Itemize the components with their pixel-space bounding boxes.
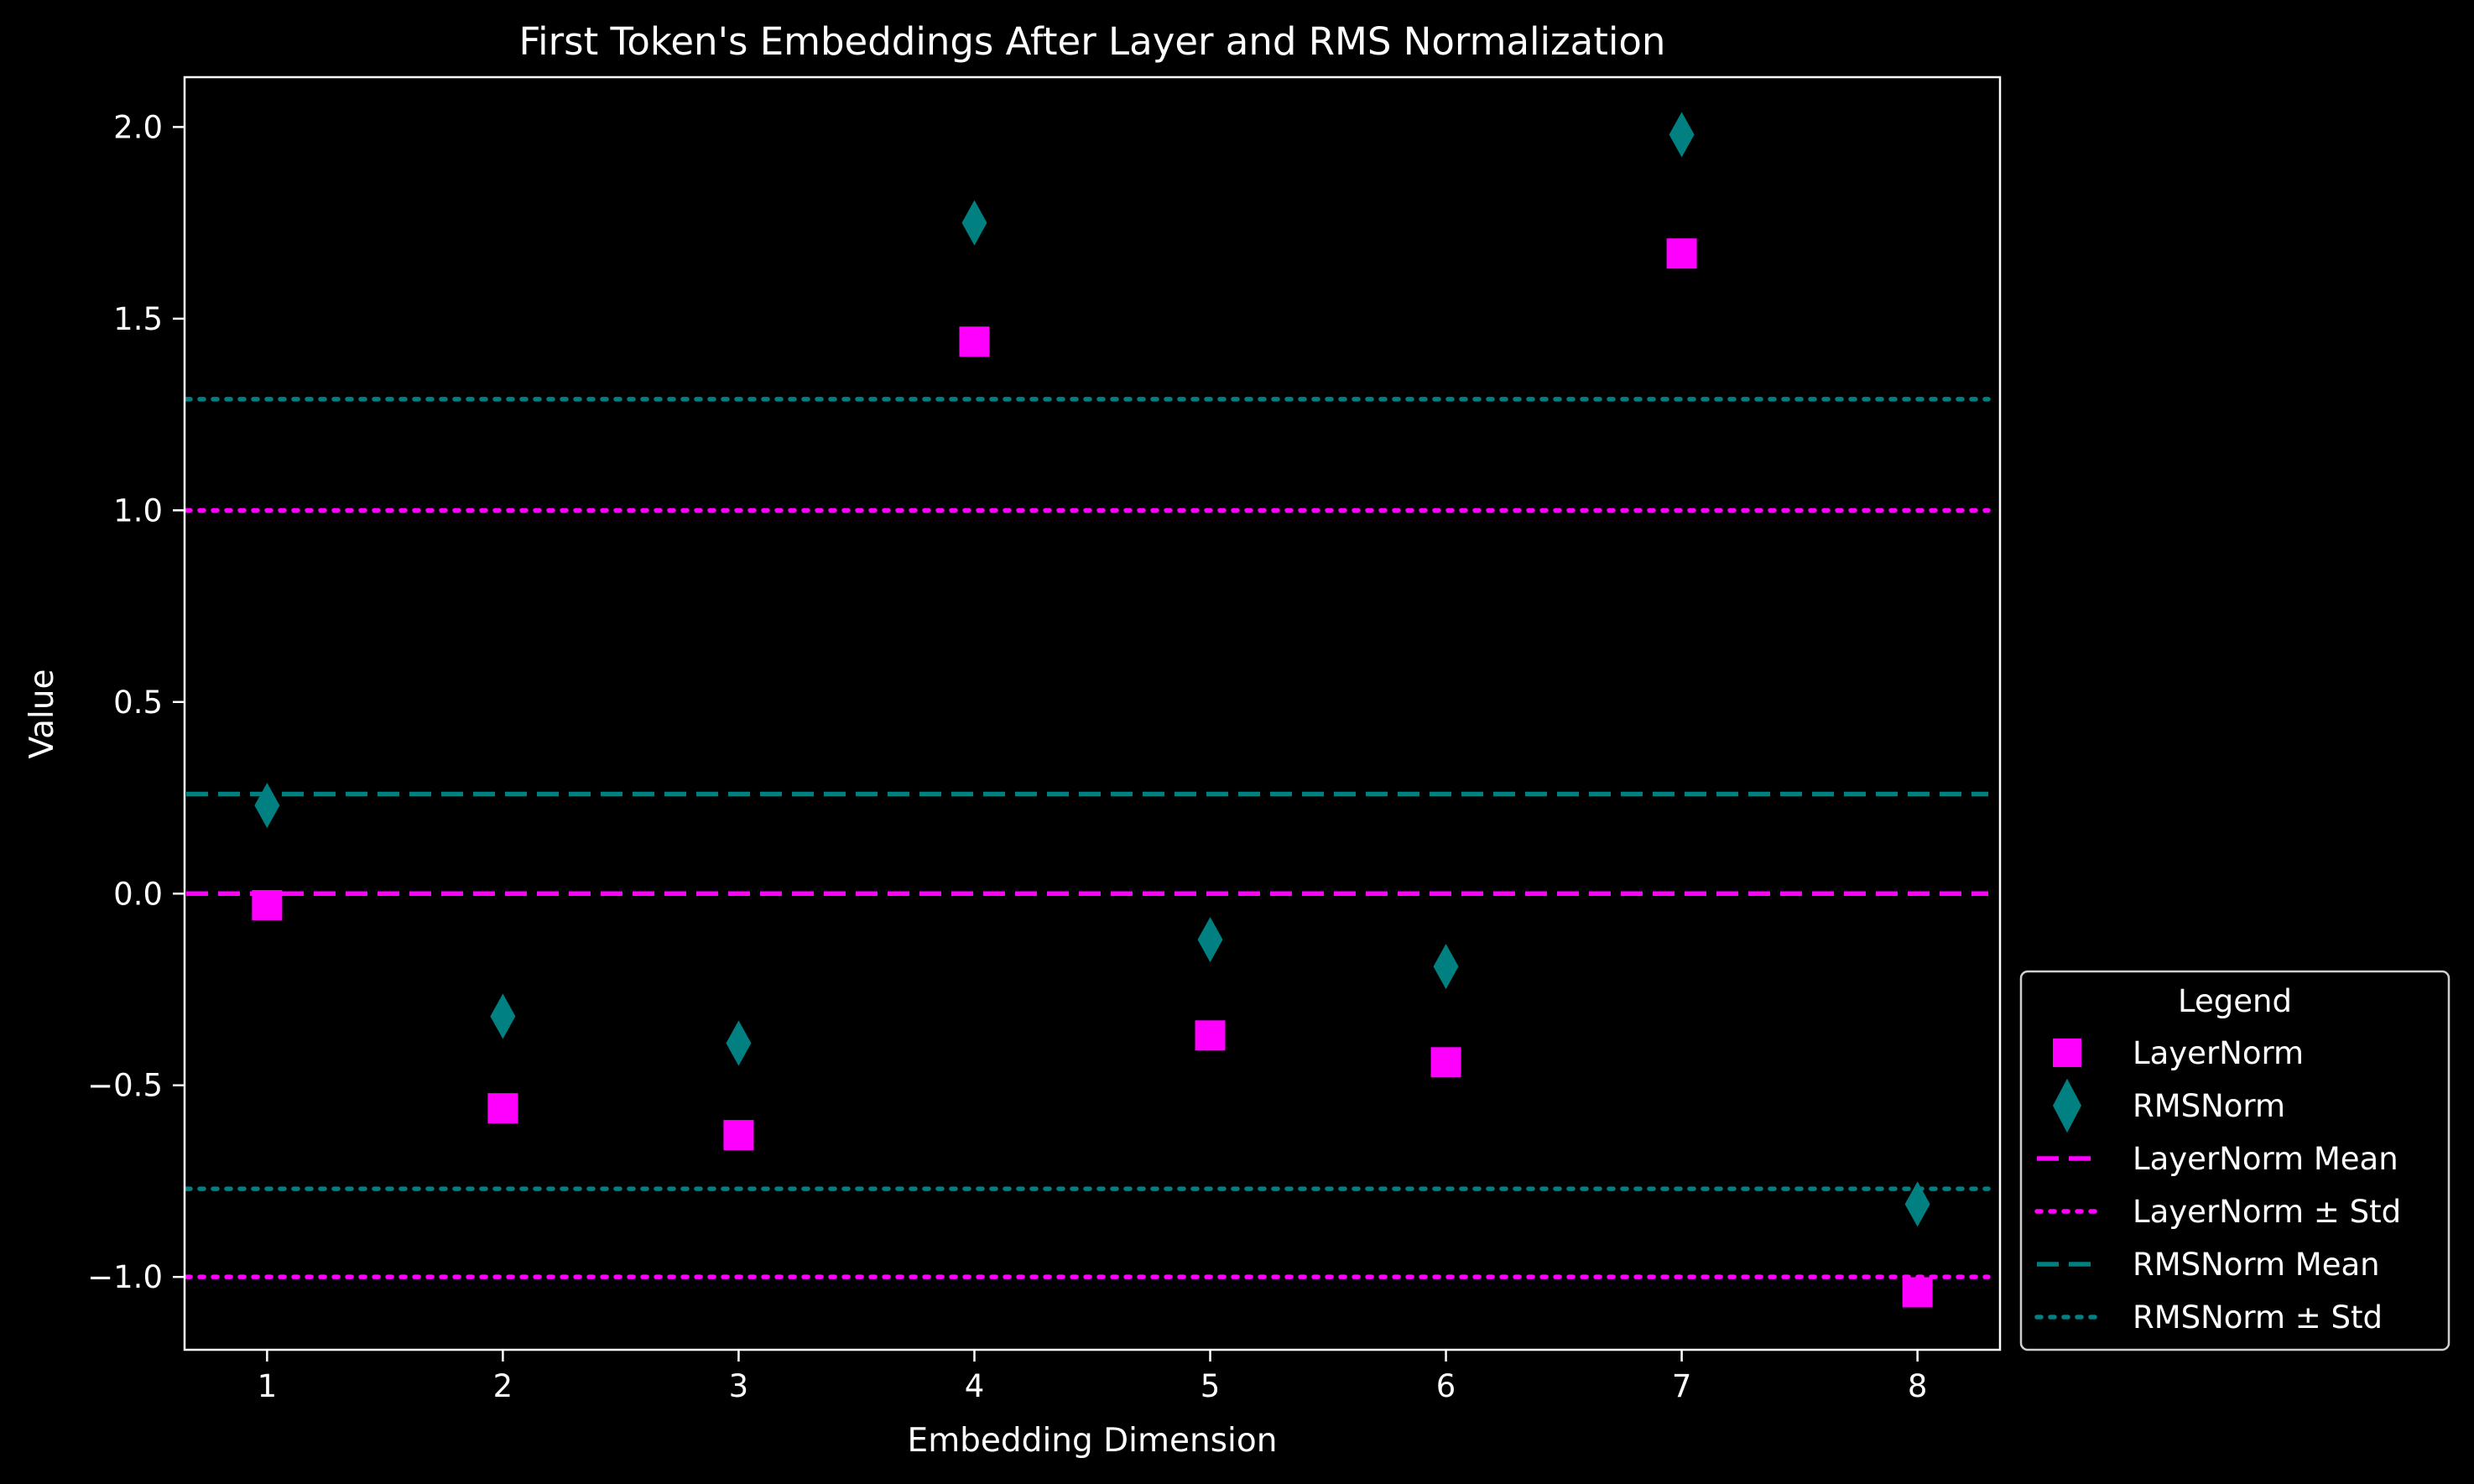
y-tick-label-3: 0.0 — [113, 876, 163, 912]
y-axis-ticks: −1.0 −0.5 0.0 0.5 1.0 1.5 2.0 — [87, 109, 185, 1295]
x-tick-label-2: 2 — [493, 1368, 513, 1404]
legend-handle-layernorm — [2053, 1039, 2081, 1067]
layernorm-point-8 — [1902, 1277, 1933, 1308]
y-tick-label-4: 0.5 — [113, 685, 163, 721]
legend-label-rmsnorm-std: RMSNorm ± Std — [2133, 1299, 2383, 1336]
layernorm-point-5 — [1195, 1020, 1226, 1051]
x-tick-label-8: 8 — [1908, 1368, 1928, 1404]
y-axis-label: Value — [23, 669, 61, 758]
legend-label-layernorm-std: LayerNorm ± Std — [2133, 1194, 2401, 1230]
y-tick-label-5: 1.0 — [113, 492, 163, 529]
y-tick-label-1: −1.0 — [87, 1259, 163, 1295]
x-axis-ticks: 1 2 3 4 5 6 7 8 — [258, 1350, 1928, 1404]
layernorm-point-4 — [959, 326, 990, 357]
x-tick-label-5: 5 — [1201, 1368, 1221, 1404]
chart-title: First Token's Embeddings After Layer and… — [519, 19, 1666, 64]
layernorm-point-6 — [1430, 1047, 1461, 1078]
y-tick-label-2: −0.5 — [87, 1068, 163, 1104]
rmsnorm-point-7 — [1669, 112, 1695, 158]
plot-frame — [183, 76, 2002, 1351]
legend-entries: LayerNorm RMSNorm LayerNorm Mean LayerNorm … — [2034, 1035, 2401, 1336]
layernorm-point-2 — [487, 1093, 518, 1124]
layernorm-point-3 — [723, 1120, 754, 1151]
legend-box — [2019, 970, 2451, 1351]
rmsnorm-point-3 — [726, 1020, 752, 1066]
legend-label-layernorm: LayerNorm — [2133, 1035, 2304, 1071]
legend-title: Legend — [2178, 983, 2292, 1019]
layernorm-point-7 — [1666, 238, 1697, 269]
rmsnorm-point-8 — [1904, 1181, 1930, 1227]
y-tick-label-6: 1.5 — [113, 301, 163, 337]
x-tick-label-1: 1 — [258, 1368, 278, 1404]
rmsnorm-point-2 — [490, 993, 516, 1039]
x-tick-label-4: 4 — [965, 1368, 985, 1404]
layernorm-point-1 — [252, 889, 283, 920]
x-tick-label-6: 6 — [1436, 1368, 1456, 1404]
x-tick-label-7: 7 — [1672, 1368, 1692, 1404]
legend-label-rmsnorm-mean: RMSNorm Mean — [2133, 1247, 2380, 1283]
rmsnorm-point-1 — [254, 783, 280, 829]
legend-label-rmsnorm: RMSNorm — [2133, 1088, 2285, 1124]
x-tick-label-3: 3 — [729, 1368, 749, 1404]
data-markers — [252, 112, 1933, 1308]
legend-handle-rmsnorm — [2053, 1078, 2081, 1133]
x-axis-label: Embedding Dimension — [908, 1422, 1278, 1460]
rmsnorm-point-4 — [961, 200, 987, 246]
legend-label-layernorm-mean: LayerNorm Mean — [2133, 1141, 2398, 1177]
reference-lines — [184, 397, 1991, 1279]
rmsnorm-point-5 — [1197, 917, 1223, 963]
y-tick-label-7: 2.0 — [113, 109, 163, 145]
rmsnorm-point-6 — [1433, 944, 1459, 990]
